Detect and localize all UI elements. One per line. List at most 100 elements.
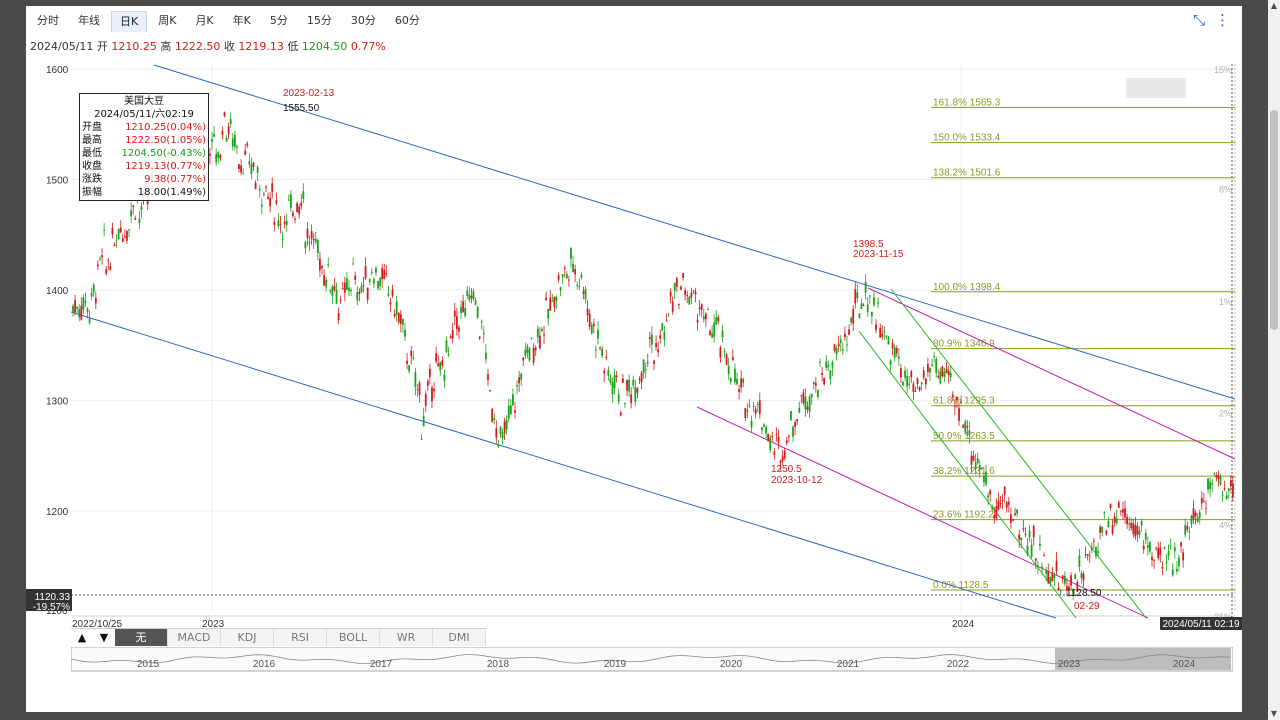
candle-body [123,236,126,238]
candle-body [854,289,857,304]
candle-body [763,424,765,427]
candle-body [721,330,724,338]
candle-body [1076,581,1079,592]
navigator-year: 2022 [947,659,970,670]
indicator-2[interactable]: KDJ [221,629,274,646]
tooltip-key: 涨跌 [82,174,102,185]
candle-body [103,229,106,231]
candle-body [304,241,307,249]
indicator-1[interactable]: MACD [168,629,221,646]
candle-body [258,188,261,191]
indicator-6[interactable]: DMI [433,629,486,646]
candle-body [983,475,985,483]
candle-body [887,337,890,345]
scroll-up-icon[interactable]: ▲ [1270,1,1278,10]
candle-body [775,434,778,436]
fib-label: 23.6% 1192.2 [933,510,994,521]
candle-body [236,146,238,148]
candle-body [651,334,653,345]
down-arrow-icon[interactable]: ▼ [93,629,115,646]
tab-5[interactable]: 年K [232,14,251,27]
indicator-3[interactable]: RSI [274,629,327,646]
candle-body [879,327,882,338]
candle-body [495,428,498,438]
tab-3[interactable]: 周K [158,14,177,27]
candle-body [289,194,292,208]
candle-body [92,284,95,293]
candle-body [389,302,392,305]
candle-body [1161,566,1164,569]
candle-body [987,495,989,498]
more-vertical-icon[interactable]: ⋮ [1215,11,1230,29]
candle-body [1198,512,1201,519]
indicator-5[interactable]: WR [380,629,433,646]
candle-body [296,203,298,213]
tab-2[interactable]: 日K [111,11,148,32]
candle-body [711,333,713,338]
candle-body [518,377,521,384]
candle-body [565,273,568,279]
candle-body [406,360,408,364]
tab-1[interactable]: 年线 [78,14,100,27]
tab-7[interactable]: 15分 [306,14,332,27]
candle-body [927,364,929,372]
candle-body [619,412,622,416]
range-navigator[interactable]: 2015 2016 2017 2018 2019 2020 2021 2022 2023 2024 [71,647,1233,673]
candle-body [895,348,898,354]
candle-body [985,471,987,485]
navigator-selection[interactable] [1055,648,1231,670]
tab-8[interactable]: 30分 [350,14,376,27]
candle-body [794,422,796,427]
candle-body [709,330,711,336]
tab-4[interactable]: 月K [195,14,214,27]
up-arrow-icon[interactable]: ▲ [71,629,93,646]
tab-0[interactable]: 分时 [37,14,59,27]
y-tick-label-extra: 1100 [46,606,68,617]
scroll-thumb[interactable] [1270,110,1278,330]
annotation-label: 1250.5 [771,464,802,475]
candle-body [1057,587,1060,590]
pct-label: 4% [1219,520,1232,530]
tab-6[interactable]: 5分 [269,14,288,27]
candle-body [804,396,807,410]
candle-body [487,373,489,380]
candle-body [1157,547,1160,559]
candle-body [906,375,909,387]
candle-body [509,405,512,415]
candle-body [800,395,803,397]
low-value: 1204.50 [301,40,348,53]
candle-body [582,291,585,294]
candle-body [999,503,1002,505]
candle-body [368,279,371,283]
candle-body [725,354,728,365]
candle-body [1068,586,1070,591]
candle-body [943,371,946,377]
candle-body [82,297,85,310]
fib-label: 138.2% 1501.6 [933,168,1001,179]
candle-body [964,421,967,433]
candle-body [754,408,757,414]
candle-body [314,238,317,243]
purple-upper [867,287,1236,460]
tooltip-value: 1210.25(0.04%) [125,122,206,133]
indicator-4[interactable]: BOLL [327,629,380,646]
page-scrollbar[interactable]: ▲ ▼ [1268,0,1280,720]
candle-body [1119,510,1122,512]
tab-9[interactable]: 60分 [394,14,420,27]
candle-body [1014,513,1016,516]
candle-body [657,349,660,353]
candle-body [1225,495,1228,500]
candle-body [814,382,817,386]
candle-body [761,427,763,431]
candle-body [547,309,550,319]
candle-body [1090,547,1093,551]
high-label: 高 [160,40,172,53]
compress-icon[interactable]: ⤡ [1192,11,1205,29]
candle-body [729,377,732,383]
candle-body [933,355,936,357]
candle-body [520,373,523,380]
indicator-0[interactable]: 无 [115,629,168,646]
navigator-year: 2018 [487,659,510,670]
scroll-down-icon[interactable]: ▼ [1270,709,1278,718]
candle-body [694,291,697,295]
